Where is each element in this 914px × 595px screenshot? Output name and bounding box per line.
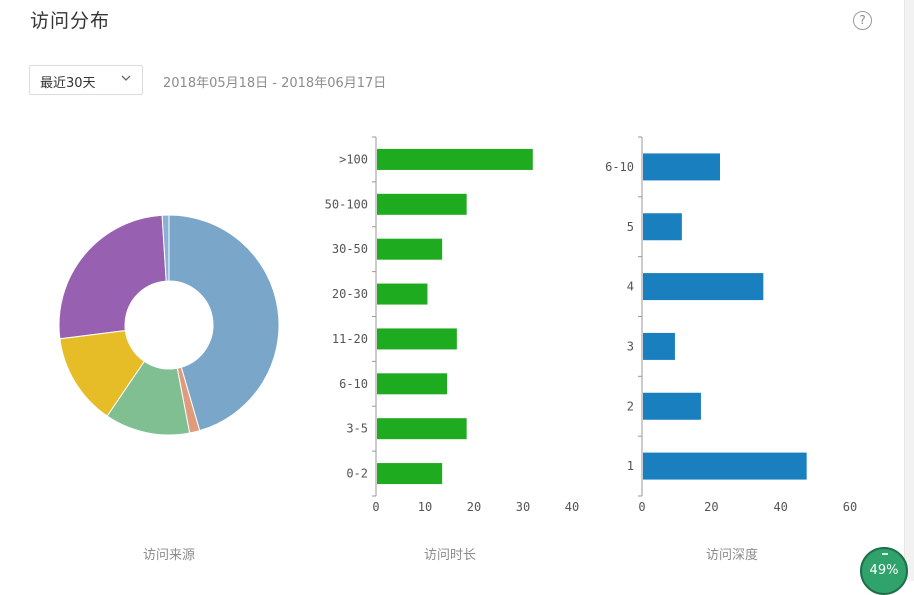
y-tick-label: 50-100 <box>325 197 368 211</box>
window-scrollbar[interactable] <box>904 0 914 581</box>
progress-badge[interactable]: 49% <box>860 547 908 595</box>
y-tick-label: 2 <box>627 399 634 413</box>
bar[interactable] <box>643 213 682 241</box>
x-tick-label: 60 <box>843 500 857 514</box>
bar[interactable] <box>643 273 764 301</box>
bar[interactable] <box>643 332 675 360</box>
bar[interactable] <box>643 153 720 181</box>
progress-badge-value: 49% <box>869 563 899 578</box>
x-tick-label: 10 <box>418 500 432 514</box>
question-circle-icon[interactable]: ? <box>853 11 872 30</box>
x-tick-label: 20 <box>704 500 718 514</box>
y-tick-label: 6-10 <box>339 377 368 391</box>
y-tick-label: 11-20 <box>332 332 368 346</box>
y-tick-label: 20-30 <box>332 287 368 301</box>
date-range-text: 2018年05月18日 - 2018年06月17日 <box>163 76 387 91</box>
depth-chart-caption: 访问深度 <box>705 548 758 563</box>
bar[interactable] <box>377 418 467 440</box>
y-tick-label: 0-2 <box>346 467 368 481</box>
pie-slice[interactable] <box>58 214 167 340</box>
x-tick-label: 40 <box>773 500 787 514</box>
x-tick-label: 20 <box>467 500 481 514</box>
bar[interactable] <box>377 193 467 215</box>
bar[interactable] <box>377 283 428 305</box>
y-tick-label: 1 <box>627 459 634 473</box>
badge-dot-icon <box>882 553 888 555</box>
bar[interactable] <box>643 392 701 420</box>
y-tick-label: 4 <box>627 280 634 294</box>
y-tick-label: 6-10 <box>605 160 634 174</box>
bar[interactable] <box>377 328 457 350</box>
y-tick-label: 3 <box>627 339 634 353</box>
bar[interactable] <box>377 373 448 395</box>
x-tick-label: 40 <box>565 500 579 514</box>
y-tick-label: 3-5 <box>346 422 368 436</box>
bar[interactable] <box>377 463 443 485</box>
date-range-select-value: 最近30天 <box>40 76 96 91</box>
date-range-select[interactable]: 最近30天 <box>29 65 143 95</box>
pie-slice[interactable] <box>161 214 170 282</box>
x-tick-label: 30 <box>516 500 530 514</box>
x-tick-label: 0 <box>638 500 645 514</box>
bar[interactable] <box>377 238 443 260</box>
pie-slice[interactable] <box>168 214 280 432</box>
bar[interactable] <box>377 148 533 170</box>
depth-bar-chart: 6-10 5 4 3 2 1 0 20 40 60 <box>605 136 857 514</box>
duration-chart-caption: 访问时长 <box>423 548 476 563</box>
x-tick-label: 0 <box>372 500 379 514</box>
page-title: 访问分布 <box>30 10 111 32</box>
y-tick-label: >100 <box>339 152 368 166</box>
bar[interactable] <box>643 452 807 480</box>
source-donut-chart <box>58 214 280 436</box>
source-chart-caption: 访问来源 <box>142 548 195 563</box>
y-tick-label: 5 <box>627 220 634 234</box>
chevron-down-icon <box>121 75 131 81</box>
duration-bar-chart: >100 50-100 30-50 20-30 11-20 6-10 3-5 0-2 0 10 20… <box>325 136 579 514</box>
y-tick-label: 30-50 <box>332 242 368 256</box>
